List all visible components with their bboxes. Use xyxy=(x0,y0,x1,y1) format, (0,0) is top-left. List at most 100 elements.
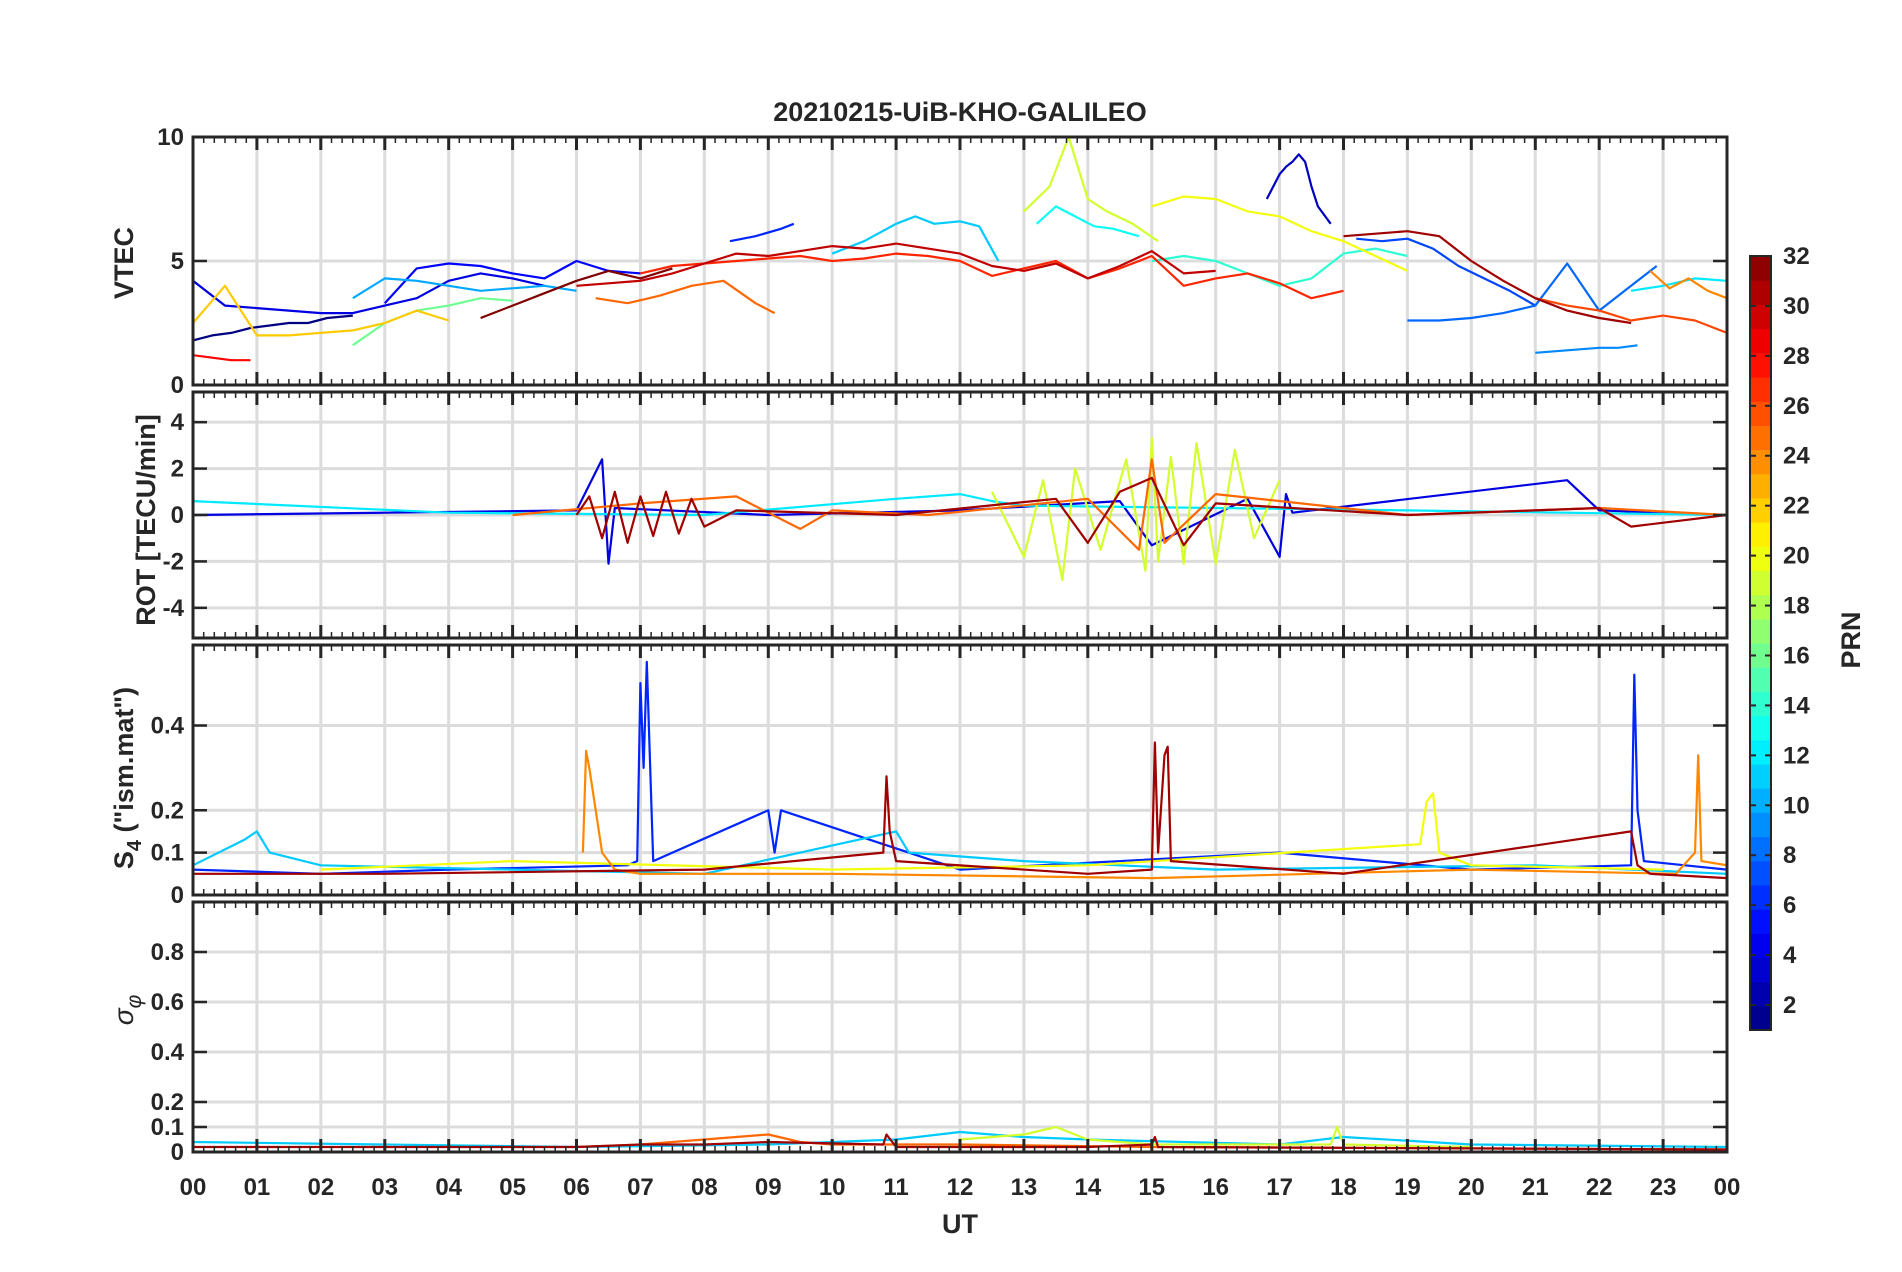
x-axis-label: UT xyxy=(942,1209,978,1239)
colorbar-segment xyxy=(1750,401,1771,426)
series-line-prn-7 xyxy=(1356,237,1536,307)
series-line-prn-1 xyxy=(193,314,353,342)
series-line-prn-19 xyxy=(991,437,1281,582)
series-line-prn-6 xyxy=(729,222,795,243)
colorbar-tick-label: 28 xyxy=(1783,343,1810,370)
y-tick-label: 10 xyxy=(157,124,184,151)
x-tick-label: 00 xyxy=(1714,1174,1741,1201)
series-line-prn-19 xyxy=(1023,137,1159,243)
colorbar-tick-label: 30 xyxy=(1783,293,1810,320)
y-tick-label: 4 xyxy=(171,409,185,436)
x-tick-label: 22 xyxy=(1586,1174,1613,1201)
colorbar-segment xyxy=(1750,570,1771,596)
y-tick-label: 0.4 xyxy=(151,713,185,740)
colorbar-segment xyxy=(1750,425,1771,451)
y-tick-label: 0.8 xyxy=(151,939,184,966)
x-tick-label: 17 xyxy=(1266,1174,1293,1201)
x-tick-label: 16 xyxy=(1202,1174,1229,1201)
colorbar-segment xyxy=(1750,957,1771,983)
x-tick-label: 23 xyxy=(1650,1174,1677,1201)
series-line-prn-11 xyxy=(831,215,1000,262)
colorbar-segment xyxy=(1750,691,1771,717)
colorbar-segment xyxy=(1750,594,1771,620)
s4-ylabel-main: S xyxy=(109,851,139,869)
series-line-prn-16 xyxy=(352,297,513,347)
series-line-prn-25 xyxy=(595,279,776,315)
colorbar-segment xyxy=(1750,909,1771,934)
colorbar-segment xyxy=(1750,788,1771,813)
colorbar-tick-label: 18 xyxy=(1783,593,1810,620)
colorbar-segment xyxy=(1750,1005,1771,1031)
panel-vtec: 0 5 10 xyxy=(157,124,1729,399)
series-line-prn-26 xyxy=(1535,297,1727,334)
x-tick-label: 08 xyxy=(691,1174,718,1201)
colorbar-tick-label: 20 xyxy=(1783,543,1810,570)
series-line-prn-28 xyxy=(193,354,251,362)
series-line-prn-4 xyxy=(193,458,1727,565)
colorbar-segment xyxy=(1750,860,1771,886)
colorbar-segment xyxy=(1750,304,1771,330)
series-group xyxy=(193,137,1727,362)
y-tick-label: 0.6 xyxy=(151,989,184,1016)
x-tick-label: 03 xyxy=(371,1174,398,1201)
series-line-prn-13 xyxy=(1035,205,1140,238)
y-tick-label: 0.2 xyxy=(151,1089,184,1116)
series-line-prn-3 xyxy=(1265,153,1332,225)
colorbar-segment xyxy=(1750,497,1771,523)
colorbar-segment xyxy=(1750,884,1771,910)
s4-ylabel-rest: ("ism.mat") xyxy=(109,687,139,840)
series-line-prn-30 xyxy=(576,242,1216,287)
colorbar-tick-label: 22 xyxy=(1783,493,1810,520)
x-tick-label: 07 xyxy=(627,1174,654,1201)
colorbar-segment xyxy=(1750,981,1771,1007)
colorbar-segment xyxy=(1750,280,1771,305)
colorbar-segment xyxy=(1750,546,1771,572)
colorbar-tick-label: 32 xyxy=(1783,243,1810,270)
series-line-prn-10 xyxy=(352,277,577,300)
series-line-prn-20 xyxy=(1151,195,1408,272)
y-tick-label: 2 xyxy=(171,456,184,483)
x-tick-label: 11 xyxy=(883,1174,908,1201)
series-group xyxy=(193,437,1727,582)
colorbar-segment xyxy=(1750,643,1771,668)
x-tick-label: 13 xyxy=(1011,1174,1038,1201)
x-tick-label: 14 xyxy=(1074,1174,1101,1201)
colorbar-tick-label: 26 xyxy=(1783,393,1810,420)
s4-ylabel: S4 ("ism.mat") xyxy=(109,687,146,869)
y-axis-labels: VTEC ROT [TECU/min] S4 ("ism.mat") σφ xyxy=(108,227,161,1025)
colorbar-segment xyxy=(1750,376,1771,402)
x-tick-label: 18 xyxy=(1330,1174,1357,1201)
x-tick-label: 19 xyxy=(1394,1174,1421,1201)
panel-s4: 0 0.1 0.2 0.4 xyxy=(151,643,1729,909)
series-line-prn-31 xyxy=(193,741,1727,880)
y-tick-label: 0.2 xyxy=(151,797,184,824)
chart-title: 20210215-UiB-KHO-GALILEO xyxy=(773,97,1147,127)
x-tick-label: 05 xyxy=(499,1174,526,1201)
x-tick-label: 06 xyxy=(563,1174,590,1201)
series-line-prn-24 xyxy=(1649,270,1727,300)
series-line-prn-25 xyxy=(512,458,1727,551)
series-line-prn-4 xyxy=(193,272,545,315)
x-tick-label: 09 xyxy=(755,1174,782,1201)
colorbar-tick-label: 16 xyxy=(1783,642,1810,669)
x-tick-label: 01 xyxy=(244,1174,271,1201)
series-line-prn-5 xyxy=(383,259,641,304)
panel-frame xyxy=(191,135,1729,387)
series-line-prn-31 xyxy=(575,476,1727,547)
series-line-prn-12 xyxy=(1630,277,1727,292)
series-line-prn-24 xyxy=(581,749,1727,880)
colorbar-tick-label: 4 xyxy=(1783,942,1797,969)
colorbar-tick-label: 14 xyxy=(1783,692,1810,719)
sigma-ylabel-main: σ xyxy=(108,1007,139,1025)
x-tick-label: 20 xyxy=(1458,1174,1485,1201)
series-line-prn-31 xyxy=(1343,230,1632,325)
sigma-ylabel-sub: φ xyxy=(123,994,146,1008)
colorbar-segment xyxy=(1750,739,1771,765)
y-tick-label: 5 xyxy=(171,248,184,275)
colorbar-segment xyxy=(1750,256,1771,281)
y-tick-label: 0 xyxy=(171,1139,184,1166)
colorbar-tick-label: 12 xyxy=(1783,742,1810,769)
sigma-ylabel: σφ xyxy=(108,994,146,1025)
y-tick-label: 0.1 xyxy=(151,840,184,867)
